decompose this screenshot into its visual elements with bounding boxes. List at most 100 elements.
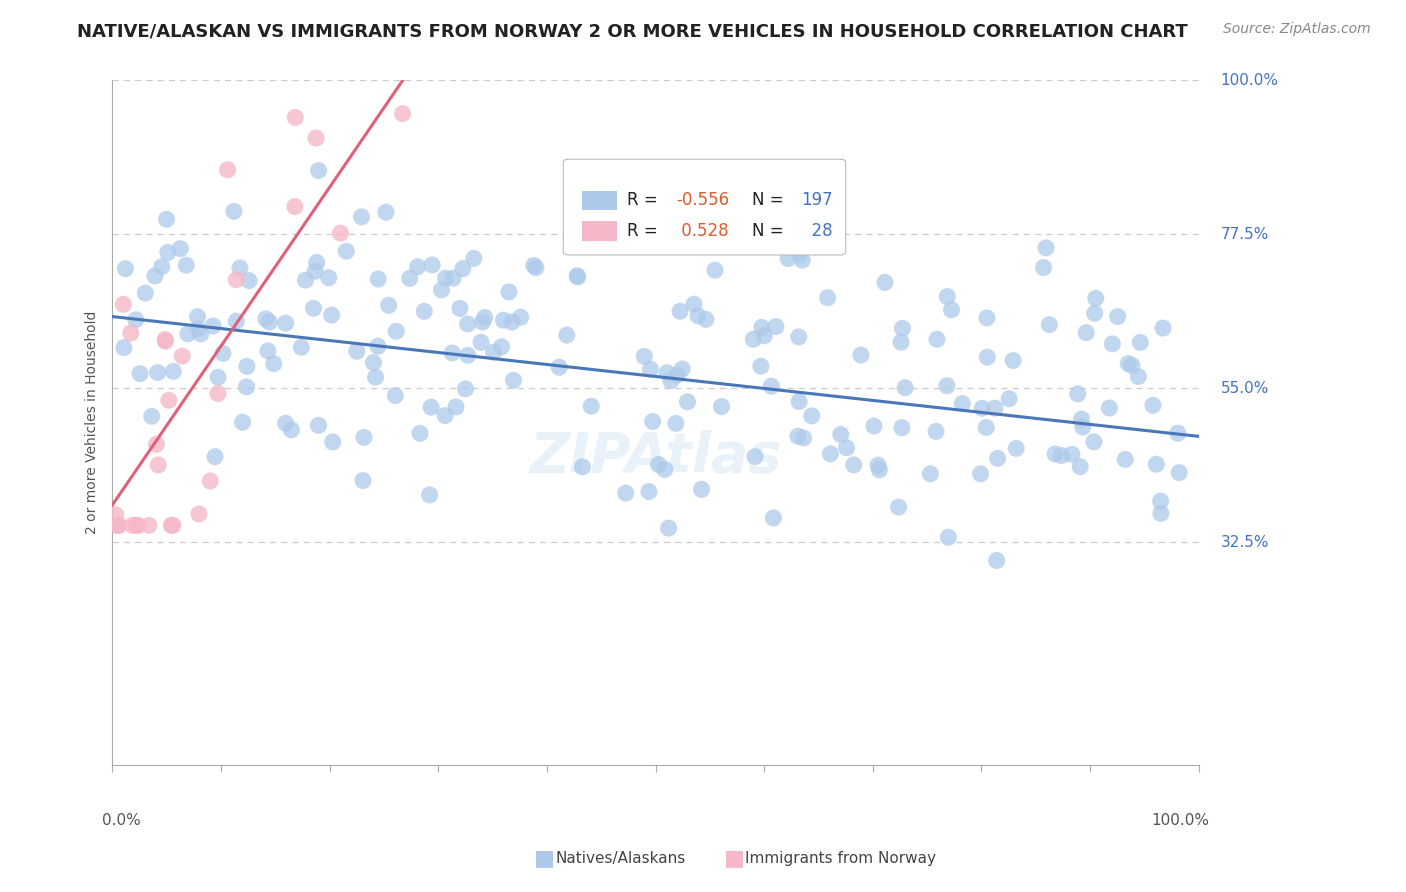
Point xyxy=(1128,369,1150,384)
Point xyxy=(305,255,328,269)
Point xyxy=(890,420,912,434)
Point xyxy=(187,310,209,324)
Point xyxy=(1083,434,1105,449)
Point xyxy=(787,394,810,409)
Point xyxy=(107,518,129,533)
Point xyxy=(155,212,177,227)
Point xyxy=(322,434,344,449)
Point xyxy=(138,518,160,533)
Point xyxy=(887,500,910,515)
Point xyxy=(353,430,375,444)
Point xyxy=(972,401,994,416)
Point xyxy=(938,530,960,544)
Point xyxy=(308,163,330,178)
Point xyxy=(1076,326,1098,340)
Point xyxy=(318,270,340,285)
Point xyxy=(614,486,637,500)
Point xyxy=(659,374,682,388)
Point xyxy=(127,518,149,533)
Point xyxy=(969,467,991,481)
Point xyxy=(787,248,810,262)
Point xyxy=(523,259,546,273)
Point xyxy=(1152,321,1174,335)
Point xyxy=(367,339,389,353)
Point xyxy=(235,380,257,394)
Point xyxy=(418,488,440,502)
Point xyxy=(984,401,1007,416)
Point xyxy=(212,346,235,360)
Text: -0.556: -0.556 xyxy=(676,191,730,210)
Point xyxy=(842,458,865,472)
Point xyxy=(217,162,239,177)
Point xyxy=(146,366,169,380)
Point xyxy=(398,271,420,285)
Point xyxy=(200,474,222,488)
Point xyxy=(236,359,259,374)
Point xyxy=(1032,260,1054,275)
Point xyxy=(849,348,872,362)
Point xyxy=(470,335,492,350)
Point xyxy=(202,318,225,333)
Point xyxy=(302,301,325,316)
Point xyxy=(686,309,709,323)
Point xyxy=(742,332,765,346)
Point xyxy=(1060,447,1083,461)
Text: ZIPAtlas: ZIPAtlas xyxy=(530,430,782,483)
Point xyxy=(1101,337,1123,351)
Point xyxy=(830,427,852,442)
Point xyxy=(284,200,307,214)
Point xyxy=(129,367,152,381)
Point xyxy=(305,131,328,145)
Point xyxy=(936,289,959,303)
Text: ■: ■ xyxy=(534,848,555,868)
Point xyxy=(367,272,389,286)
Text: 100.0%: 100.0% xyxy=(1152,813,1209,828)
Point xyxy=(148,458,170,472)
Point xyxy=(690,483,713,497)
Point xyxy=(754,328,776,343)
Point xyxy=(188,507,211,521)
Point xyxy=(153,333,176,347)
Point xyxy=(1005,442,1028,456)
Point xyxy=(786,429,808,443)
Point xyxy=(1038,318,1060,332)
Point xyxy=(751,320,773,334)
Point xyxy=(761,379,783,393)
Point xyxy=(434,271,457,285)
Point xyxy=(284,111,307,125)
Point xyxy=(744,450,766,464)
Point xyxy=(162,364,184,378)
Point xyxy=(778,252,800,266)
Text: 0.528: 0.528 xyxy=(676,222,728,240)
Point xyxy=(150,260,173,274)
Point xyxy=(658,521,681,535)
Point xyxy=(463,252,485,266)
Point xyxy=(204,450,226,464)
Text: NATIVE/ALASKAN VS IMMIGRANTS FROM NORWAY 2 OR MORE VEHICLES IN HOUSEHOLD CORRELA: NATIVE/ALASKAN VS IMMIGRANTS FROM NORWAY… xyxy=(77,22,1188,40)
Point xyxy=(207,386,229,401)
Point xyxy=(222,204,245,219)
Point xyxy=(817,291,839,305)
Point xyxy=(891,321,914,335)
Point xyxy=(430,283,453,297)
Point xyxy=(640,362,662,376)
FancyBboxPatch shape xyxy=(564,159,845,255)
Point xyxy=(749,359,772,374)
Point xyxy=(1107,310,1129,324)
FancyBboxPatch shape xyxy=(582,221,616,241)
Point xyxy=(177,326,200,341)
Point xyxy=(581,399,603,413)
Point xyxy=(1050,449,1073,463)
Point xyxy=(112,341,135,355)
Text: 197: 197 xyxy=(801,191,832,210)
Text: 28: 28 xyxy=(801,222,832,240)
Point xyxy=(567,268,589,283)
Point xyxy=(207,370,229,384)
Point xyxy=(1069,459,1091,474)
Point xyxy=(321,308,343,322)
Point xyxy=(107,518,129,533)
Point xyxy=(471,315,494,329)
Point xyxy=(377,298,399,312)
Text: 32.5%: 32.5% xyxy=(1220,535,1270,550)
Point xyxy=(225,273,247,287)
